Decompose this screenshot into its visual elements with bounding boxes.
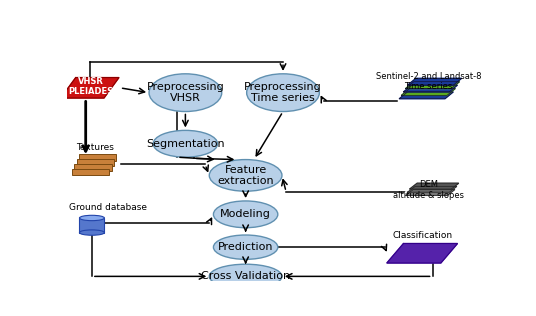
- Polygon shape: [406, 190, 455, 195]
- Text: Prediction: Prediction: [218, 242, 273, 252]
- Text: Preprocessing
Time series: Preprocessing Time series: [244, 82, 322, 103]
- FancyBboxPatch shape: [77, 159, 114, 166]
- Text: Ground database: Ground database: [69, 203, 147, 212]
- Ellipse shape: [247, 74, 319, 112]
- Ellipse shape: [79, 230, 105, 235]
- Text: Textures: Textures: [76, 143, 114, 152]
- Polygon shape: [404, 85, 457, 92]
- Ellipse shape: [213, 201, 278, 228]
- Text: VHSR
PLEIADES: VHSR PLEIADES: [68, 77, 113, 96]
- Text: Segmentation: Segmentation: [146, 139, 225, 149]
- Polygon shape: [406, 82, 459, 88]
- Ellipse shape: [209, 264, 282, 289]
- Ellipse shape: [153, 131, 218, 157]
- Polygon shape: [399, 92, 453, 99]
- FancyBboxPatch shape: [75, 164, 111, 171]
- Text: Feature
extraction: Feature extraction: [217, 165, 274, 186]
- Text: DEM
altitude & slopes: DEM altitude & slopes: [393, 180, 464, 200]
- Ellipse shape: [79, 215, 105, 221]
- Ellipse shape: [149, 74, 222, 112]
- Polygon shape: [408, 186, 457, 192]
- Text: Classification: Classification: [393, 231, 453, 240]
- Ellipse shape: [213, 235, 278, 259]
- FancyBboxPatch shape: [72, 168, 109, 175]
- Text: Modeling: Modeling: [220, 209, 271, 219]
- Ellipse shape: [209, 160, 282, 191]
- Polygon shape: [407, 78, 461, 85]
- FancyBboxPatch shape: [79, 218, 105, 233]
- Polygon shape: [387, 244, 458, 263]
- Text: Preprocessing
VHSR: Preprocessing VHSR: [146, 82, 224, 103]
- Polygon shape: [410, 183, 459, 189]
- Text: Sentinel-2 and Landsat-8
Time series: Sentinel-2 and Landsat-8 Time series: [376, 72, 481, 91]
- Polygon shape: [61, 78, 119, 98]
- Text: Cross Validation: Cross Validation: [201, 271, 290, 281]
- Polygon shape: [401, 88, 456, 95]
- FancyBboxPatch shape: [79, 154, 116, 161]
